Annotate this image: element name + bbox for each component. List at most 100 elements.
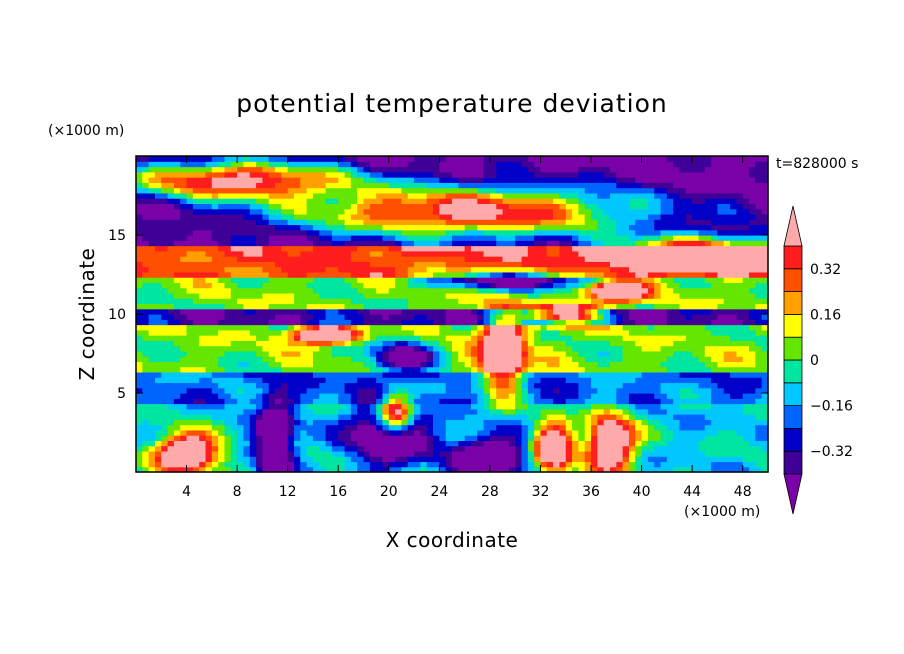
contour-cell [331,335,339,341]
contour-cell [654,171,662,178]
contour-cell [388,182,396,189]
contour-cell [382,208,390,215]
contour-cell [414,429,421,436]
contour-cell [275,440,282,447]
contour-cell [281,182,289,189]
contour-cell [237,156,245,162]
contour-cell [256,461,263,468]
contour-cell [635,445,643,452]
contour-cell [420,192,428,199]
contour-cell [161,387,169,394]
contour-cell [622,182,630,189]
contour-cell [186,414,194,420]
contour-cell [306,282,314,289]
contour-cell [224,182,232,189]
contour-cell [344,229,352,236]
contour-cell [167,393,175,399]
contour-cell [256,250,263,257]
contour-cell [483,171,491,178]
contour-cell [496,182,504,189]
contour-cell [136,324,143,331]
contour-cell [369,371,377,378]
contour-cell [180,440,188,447]
contour-cell [401,219,409,226]
contour-cell [628,235,636,241]
contour-cell [439,250,447,257]
contour-cell [489,414,497,420]
contour-cell [136,387,143,394]
contour-cell [249,461,257,468]
contour-cell [515,171,523,178]
contour-cell [515,335,523,341]
contour-cell [534,329,542,336]
contour-cell [136,424,143,431]
contour-cell [331,419,339,426]
contour-cell [464,419,472,426]
contour-cell [433,345,440,352]
contour-cell [249,371,257,378]
contour-cell [502,435,510,441]
contour-cell [218,287,226,294]
contour-cell [369,177,377,183]
contour-cell [382,245,390,252]
contour-cell [281,377,289,384]
contour-cell [369,366,377,373]
contour-cell [496,198,504,204]
contour-cell [584,456,592,463]
contour-cell [420,240,428,247]
contour-cell [211,345,219,352]
contour-cell [192,308,200,315]
contour-cell [597,366,605,373]
contour-cell [635,387,643,394]
contour-cell [496,450,504,457]
contour-cell [635,171,643,178]
contour-cell [256,335,263,341]
contour-cell [256,282,263,289]
contour-cell [496,287,504,294]
contour-cell [338,419,346,426]
contour-cell [452,393,459,399]
contour-cell [369,219,377,226]
contour-cell [306,182,314,189]
contour-cell [521,398,529,405]
contour-cell [281,319,289,326]
contour-cell [622,198,630,204]
contour-cell [268,345,276,352]
contour-cell [249,403,257,410]
contour-cell [540,387,548,394]
contour-cell [388,408,396,415]
contour-cell [249,177,257,183]
contour-cell [186,314,194,320]
contour-cell [540,466,548,473]
contour-cell [388,308,396,315]
contour-cell [527,156,535,162]
contour-cell [148,292,156,299]
contour-cell [445,350,453,357]
contour-cell [401,292,409,299]
contour-cell [148,371,156,378]
contour-cell [578,203,586,210]
contour-cell [458,329,466,336]
contour-cell [388,161,396,168]
contour-cell [553,213,561,220]
contour-cell [142,361,150,368]
contour-cell [243,387,251,394]
contour-cell [268,245,276,252]
contour-cell [470,271,478,278]
contour-cell [452,398,459,405]
contour-cell [312,440,320,447]
contour-cell [407,377,415,384]
contour-cell [628,287,636,294]
contour-cell [382,382,390,389]
contour-cell [553,271,561,278]
contour-cell [142,414,150,420]
contour-cell [211,350,219,357]
contour-cell [300,240,308,247]
contour-cell [350,235,358,241]
contour-cell [249,192,257,199]
contour-cell [470,292,478,299]
contour-cell [470,429,478,436]
contour-cell [458,192,466,199]
contour-cell [546,345,554,352]
contour-cell [407,182,415,189]
